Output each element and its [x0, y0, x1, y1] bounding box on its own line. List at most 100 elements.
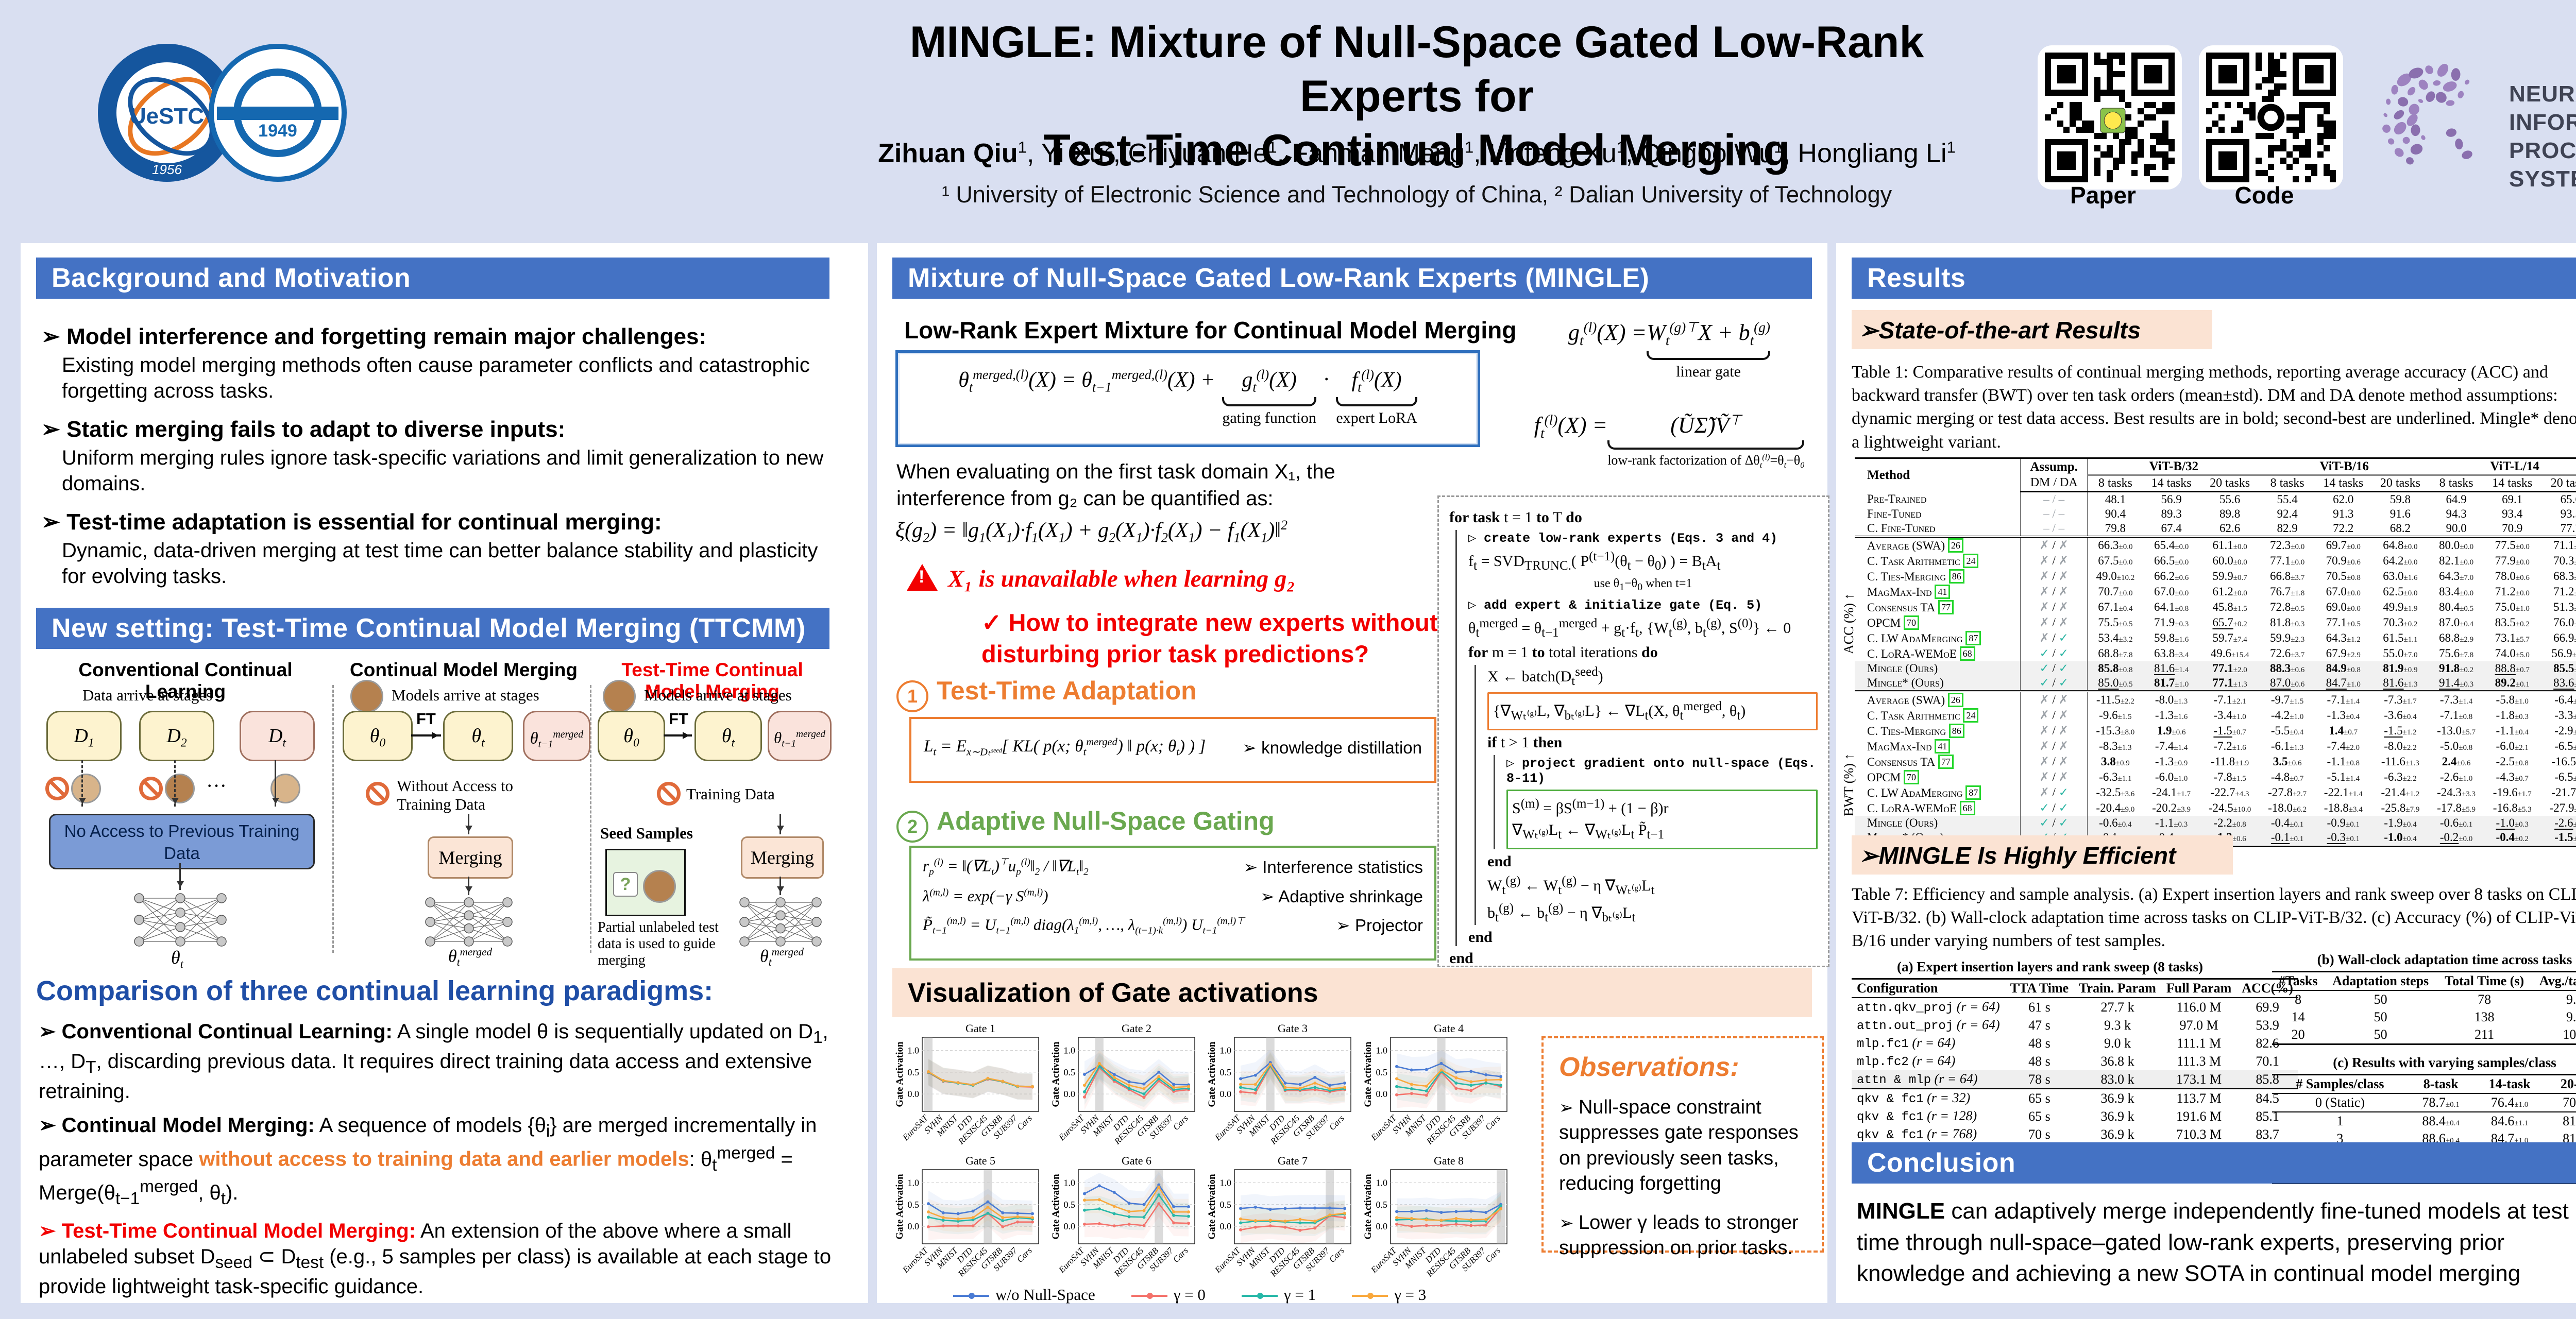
span: 80.0: [2438, 539, 2460, 552]
ellipse: [2462, 150, 2472, 159]
scaps: MagMax-Ind: [1867, 740, 1932, 753]
arrow-down: [272, 760, 279, 807]
std: ±0.6: [2573, 835, 2576, 843]
dog-icon: [643, 870, 676, 903]
polygon: [1084, 1172, 1189, 1220]
span: -6.4: [2554, 693, 2573, 706]
line: [780, 902, 817, 942]
rect: [2125, 139, 2131, 145]
text: 0.5: [1220, 1067, 1232, 1077]
polyline: [928, 1206, 1033, 1220]
rect: [2107, 53, 2113, 59]
rect: [2070, 102, 2076, 108]
rect: [2131, 127, 2138, 133]
span: 66.9: [2553, 631, 2574, 644]
circle: [1313, 1219, 1317, 1223]
sub: t: [1632, 910, 1636, 924]
rect: [2268, 53, 2274, 59]
asep: ✗ / ✗: [2020, 536, 2088, 553]
eq-main-lhs: θtmerged,(l)(X) = θt−1merged,(l)(X) +: [958, 367, 1215, 395]
rect: [2119, 139, 2125, 145]
rect: [2162, 151, 2168, 158]
sup: (t−1): [1589, 550, 1615, 563]
circle: [956, 1219, 960, 1223]
circle: [1187, 1222, 1190, 1225]
ellipse: [2437, 63, 2449, 77]
gate-chart: Gate 70.00.51.0EuroSATSVHNMNISTDTDRESISC…: [1207, 1154, 1351, 1279]
circle: [1395, 1216, 1398, 1220]
kd-equation: Lt = Ex∼Dₜˢᵉᵉᵈ[ KL( p(x; θtmerged) ‖ p(x…: [924, 736, 1206, 758]
std: ±0.0: [2346, 543, 2361, 551]
ft-label: FT: [669, 710, 688, 728]
rect: [2299, 145, 2305, 151]
std: ±1.1: [2514, 1119, 2529, 1127]
rect: [2150, 102, 2156, 108]
rect: [2162, 102, 2168, 108]
results-table: Method Assump. ViT-B/32 ViT-B/16 ViT-L/14 DM …: [1855, 457, 2576, 847]
rect: [2113, 53, 2119, 59]
asep: ✗ / ✗: [2020, 723, 2088, 739]
td: 111.3 M: [2176, 1053, 2222, 1069]
rect: [2113, 71, 2119, 77]
cfg: qkv & fc1 (r = 128): [1852, 1107, 2005, 1125]
td: 70.9±0.6: [2315, 553, 2372, 569]
td: -0.6±0.4: [2088, 816, 2143, 830]
circle: [1268, 1208, 1272, 1211]
mc: MagMax-Ind 41: [1855, 584, 2020, 599]
td: 63.0±1.6: [2372, 569, 2429, 584]
circle: [1001, 1225, 1005, 1228]
hd: ➢ Static merging fails to adapt to diver…: [41, 417, 566, 442]
std: ±10.0: [2233, 806, 2251, 814]
td: 64.9: [2446, 493, 2467, 506]
td: 71.2±0.0: [2484, 584, 2541, 599]
span: 49.9: [2383, 601, 2404, 613]
rect: [2286, 127, 2293, 133]
scaps: C. Ties-Merging: [1867, 570, 1946, 583]
table-row: C. Task Arithmetic 24 ✗ / ✗ 67.5±0.0 66.5±0…: [1855, 553, 2576, 569]
span: 56.9: [2551, 647, 2572, 660]
math: (r = 64): [1956, 1017, 2000, 1032]
circle: [1313, 1081, 1317, 1085]
text: Gate 5: [965, 1156, 995, 1167]
cx: ✗: [2058, 740, 2069, 752]
gate-equation: gt(l)(X) = Wt(g)⊤X + bt(g) linear gate: [1520, 319, 1819, 381]
no-entry: [366, 782, 389, 806]
b: if: [1487, 733, 1497, 751]
table7-caption: Table 7: Efficiency and sample analysis.…: [1852, 885, 2576, 951]
circle: [1439, 1061, 1443, 1065]
scaps: C. LoRA-WEMoE: [1867, 647, 1957, 660]
sub: p: [1016, 866, 1021, 878]
circle: [464, 910, 474, 921]
asep: ✗ / ✗: [2020, 553, 2088, 569]
circle: [941, 1219, 945, 1222]
table-row: MagMax-Ind 41 ✗ / ✗ 70.7±0.0 67.0±0.0 61.2±0…: [1855, 584, 2576, 599]
ellipse: [2433, 80, 2441, 86]
std: ±0.2: [2514, 835, 2529, 843]
rect: [2299, 121, 2305, 127]
span: 67.0: [2154, 585, 2175, 598]
td: 50: [2374, 992, 2387, 1007]
text: Cars: [1483, 1245, 1502, 1264]
cx: ✗: [2058, 770, 2069, 783]
td: 51.3±2.4: [2541, 599, 2576, 615]
td: -22.7±4.3: [2200, 785, 2260, 800]
span: A sequence of models {θi} are merged inc…: [39, 1114, 817, 1171]
bd: Dynamic, data-driven merging at test tim…: [62, 539, 818, 588]
td: 78: [2478, 992, 2492, 1007]
td: 69.9: [2256, 999, 2279, 1015]
uv: 88.8: [2495, 662, 2516, 675]
rect: [2094, 77, 2100, 83]
td: 62.6: [2219, 522, 2241, 535]
std: ±0.8: [2119, 666, 2133, 674]
mc: Pre-Trained: [1867, 492, 1927, 506]
td: 48.1: [2105, 493, 2126, 506]
circle: [775, 897, 786, 907]
mc: C. LoRA-WEMoE 68: [1855, 646, 2020, 661]
panel2-title: Continual Model Merging: [350, 659, 578, 680]
span: 70.3: [2383, 616, 2404, 629]
span: 77.9: [2495, 554, 2516, 567]
rect: [2324, 170, 2330, 176]
polygon: [1397, 1195, 1501, 1240]
td: 14 tasks: [2314, 475, 2372, 492]
neurips-logo-icon: [2382, 63, 2472, 165]
